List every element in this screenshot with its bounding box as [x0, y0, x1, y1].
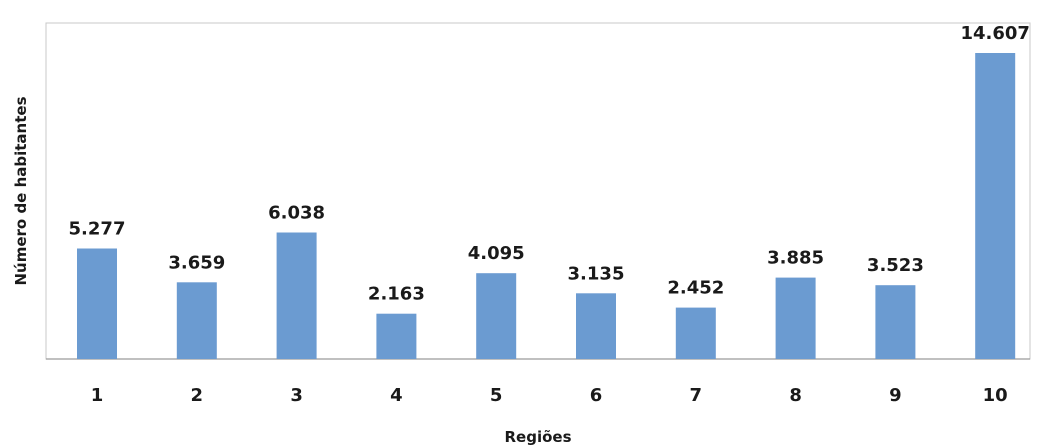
bar-region-10: [975, 53, 1016, 359]
value-label-region-3: 6.038: [268, 203, 325, 224]
x-tick-label-2: 2: [191, 385, 204, 406]
bar-region-3: [276, 232, 317, 359]
value-label-region-5: 4.095: [468, 243, 525, 264]
bar-region-1: [77, 248, 117, 359]
value-label-region-7: 2.452: [667, 278, 724, 299]
bar-region-4: [376, 313, 417, 359]
bars-group: [77, 53, 1016, 359]
x-tick-label-7: 7: [690, 385, 703, 406]
value-label-region-4: 2.163: [368, 284, 425, 305]
x-tick-labels-group: 1 2 3 4 5 6 7 8 9 10: [91, 385, 1008, 406]
x-tick-label-5: 5: [490, 385, 503, 406]
value-label-region-6: 3.135: [568, 263, 625, 284]
value-label-region-8: 3.885: [767, 248, 824, 269]
x-tick-label-1: 1: [91, 385, 104, 406]
x-tick-label-3: 3: [290, 385, 303, 406]
value-label-region-1: 5.277: [69, 219, 126, 240]
value-label-region-10: 14.607: [960, 23, 1029, 44]
y-axis-title: Número de habitantes: [12, 96, 30, 285]
x-axis-title: Regiões: [504, 428, 571, 446]
value-label-region-2: 3.659: [168, 252, 225, 273]
bar-region-6: [576, 293, 616, 359]
bar-region-7: [675, 307, 716, 359]
bar-region-5: [476, 273, 517, 359]
bar-region-9: [875, 285, 916, 359]
value-label-region-9: 3.523: [867, 255, 924, 276]
value-labels-group: 5.277 3.659 6.038 2.163 4.095 3.135 2.452 3.885…: [69, 23, 1030, 305]
x-tick-label-9: 9: [889, 385, 902, 406]
x-tick-label-10: 10: [983, 385, 1008, 406]
bar-region-8: [775, 277, 816, 359]
bar-region-2: [176, 282, 217, 359]
x-tick-label-8: 8: [789, 385, 802, 406]
x-tick-label-4: 4: [390, 385, 403, 406]
x-tick-label-6: 6: [590, 385, 603, 406]
